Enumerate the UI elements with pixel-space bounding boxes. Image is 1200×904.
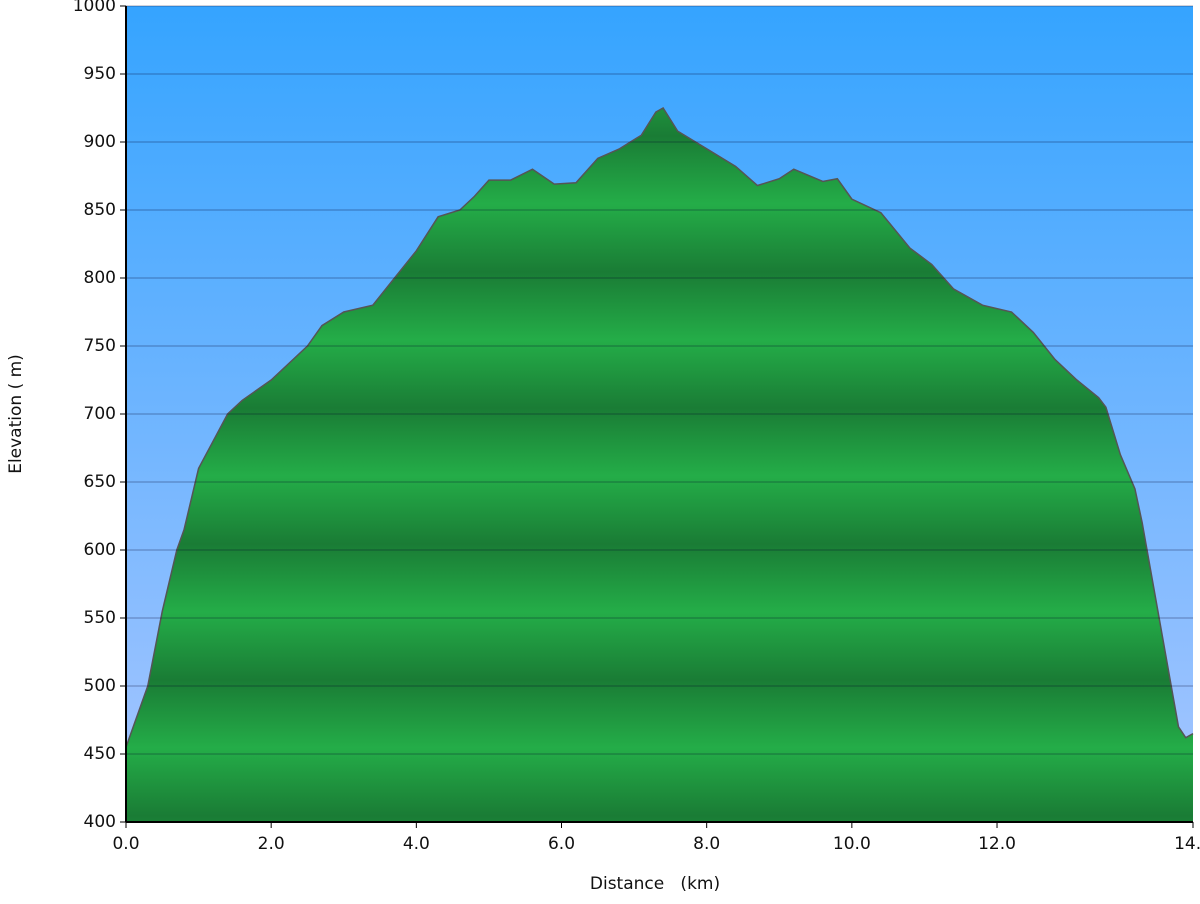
- y-tick-label: 550: [84, 608, 116, 628]
- y-tick-label: 500: [84, 676, 116, 696]
- y-tick-label: 600: [84, 540, 116, 560]
- area-fill: [126, 108, 1193, 822]
- y-tick-label: 700: [84, 404, 116, 424]
- x-axis-label: Distance (km): [590, 874, 720, 894]
- x-tick-label: 12.0: [978, 834, 1016, 854]
- y-tick-label: 650: [84, 472, 116, 492]
- y-axis-label: Elevation ( m): [6, 354, 26, 474]
- x-tick-label: 0.0: [112, 834, 139, 854]
- area-line: [125, 106, 1194, 748]
- y-tick-label: 450: [84, 744, 116, 764]
- y-tick-label: 900: [84, 132, 116, 152]
- x-tick-label: 14.7: [1174, 834, 1200, 854]
- x-tick-label: 6.0: [548, 834, 575, 854]
- y-tick-label: 400: [84, 812, 116, 832]
- y-tick-label: 850: [84, 200, 116, 220]
- y-tick-label: 800: [84, 268, 116, 288]
- x-tick-label: 8.0: [693, 834, 720, 854]
- x-tick-label: 2.0: [258, 834, 285, 854]
- y-tick-label: 950: [84, 64, 116, 84]
- y-tick-label: 1000: [73, 0, 116, 16]
- y-tick-label: 750: [84, 336, 116, 356]
- x-tick-label: 4.0: [403, 834, 430, 854]
- x-tick-label: 10.0: [833, 834, 871, 854]
